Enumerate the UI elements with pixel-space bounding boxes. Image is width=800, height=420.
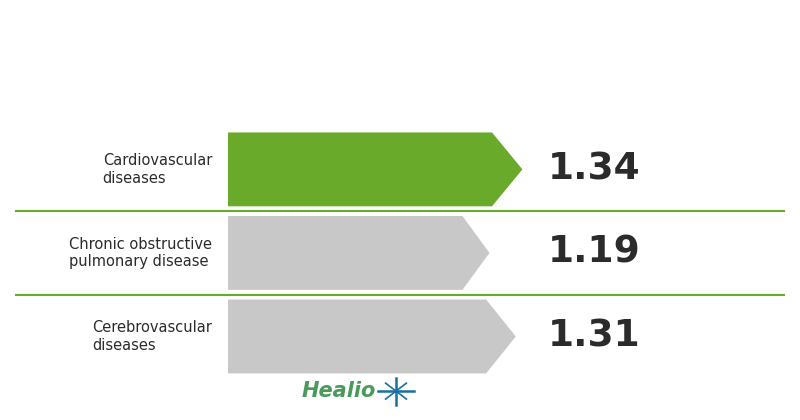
Text: Cerebrovascular
diseases: Cerebrovascular diseases: [92, 320, 212, 353]
Polygon shape: [228, 132, 522, 206]
Text: Cardiovascular
diseases: Cardiovascular diseases: [102, 153, 212, 186]
Text: 1.19: 1.19: [548, 235, 641, 271]
Text: of death among men with metastatic prostate cancer: of death among men with metastatic prost…: [118, 65, 682, 84]
Text: Healio: Healio: [302, 381, 376, 401]
Text: 1.34: 1.34: [548, 151, 641, 187]
Text: 1.31: 1.31: [548, 318, 641, 354]
Polygon shape: [228, 216, 490, 290]
Polygon shape: [228, 299, 516, 373]
Text: Chronic obstructive
pulmonary disease: Chronic obstructive pulmonary disease: [69, 237, 212, 269]
Text: Standard mortality ratios for noncancer causes: Standard mortality ratios for noncancer …: [150, 28, 650, 47]
